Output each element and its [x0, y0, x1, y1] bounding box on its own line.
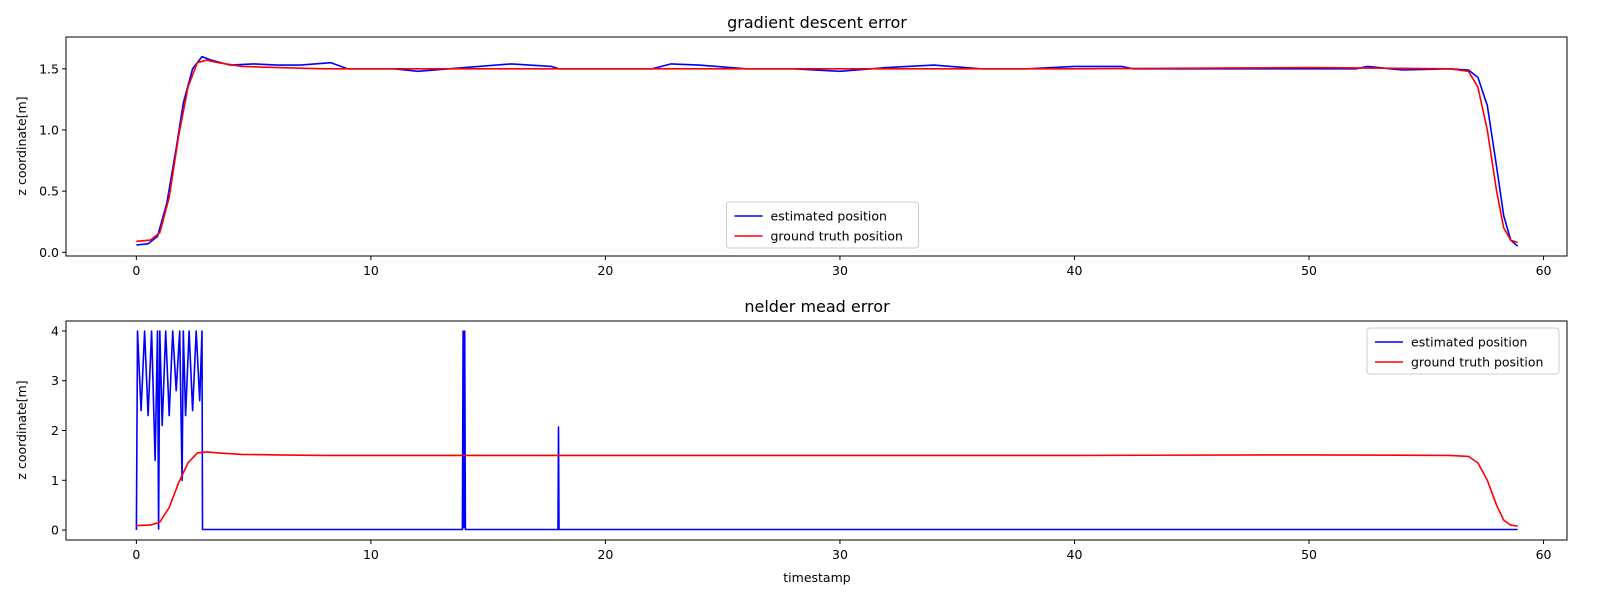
legend: estimated position ground truth position: [1366, 327, 1560, 375]
x-tick-label: 30: [832, 263, 848, 278]
axes-frame: [65, 320, 1568, 541]
series-line-ground-truth-position: [136, 59, 1518, 244]
legend: estimated position ground truth position: [726, 201, 919, 249]
series-line-ground-truth-position: [136, 451, 1518, 527]
legend-label: ground truth position: [1411, 355, 1543, 370]
y-tick-label: 0.0: [39, 245, 59, 260]
legend-label: estimated position: [1411, 335, 1527, 350]
y-tick-label: 1: [51, 473, 59, 488]
x-tick-label: 20: [597, 263, 613, 278]
legend-label: ground truth position: [771, 229, 903, 244]
series-line-estimated-position: [135, 330, 1518, 531]
y-tick-label: 1.0: [39, 122, 59, 137]
nelder-mead-panel: nelder mead error z coordinate[m] timest…: [14, 297, 1568, 585]
x-tick-label: 0: [132, 263, 140, 278]
legend-box: [1366, 327, 1560, 375]
y-tick-label: 1.5: [39, 61, 59, 76]
x-tick-label: 50: [1301, 263, 1317, 278]
x-tick-label: 60: [1536, 547, 1552, 562]
x-tick-label: 0: [132, 547, 140, 562]
y-tick-label: 0.5: [39, 184, 59, 199]
chart-title: nelder mead error: [744, 297, 890, 316]
legend-label: estimated position: [771, 209, 887, 224]
axes-frame: [65, 36, 1568, 257]
y-tick-label: 3: [51, 373, 59, 388]
y-axis-label: z coordinate[m]: [14, 380, 29, 479]
x-tick-label: 30: [832, 547, 848, 562]
x-tick-label: 40: [1067, 263, 1083, 278]
y-tick-label: 2: [51, 423, 59, 438]
x-axis-label: timestamp: [783, 570, 850, 585]
y-tick-label: 4: [51, 323, 59, 338]
x-tick-label: 20: [597, 547, 613, 562]
x-tick-label: 40: [1067, 547, 1083, 562]
y-axis-label: z coordinate[m]: [14, 96, 29, 195]
y-tick-label: 0: [51, 523, 59, 538]
x-tick-label: 10: [363, 263, 379, 278]
legend-box: [726, 201, 919, 249]
x-tick-label: 60: [1536, 263, 1552, 278]
x-tick-label: 10: [363, 547, 379, 562]
chart-title: gradient descent error: [727, 13, 907, 32]
x-tick-label: 50: [1301, 547, 1317, 562]
gradient-descent-panel: gradient descent error z coordinate[m] 0…: [14, 13, 1568, 278]
